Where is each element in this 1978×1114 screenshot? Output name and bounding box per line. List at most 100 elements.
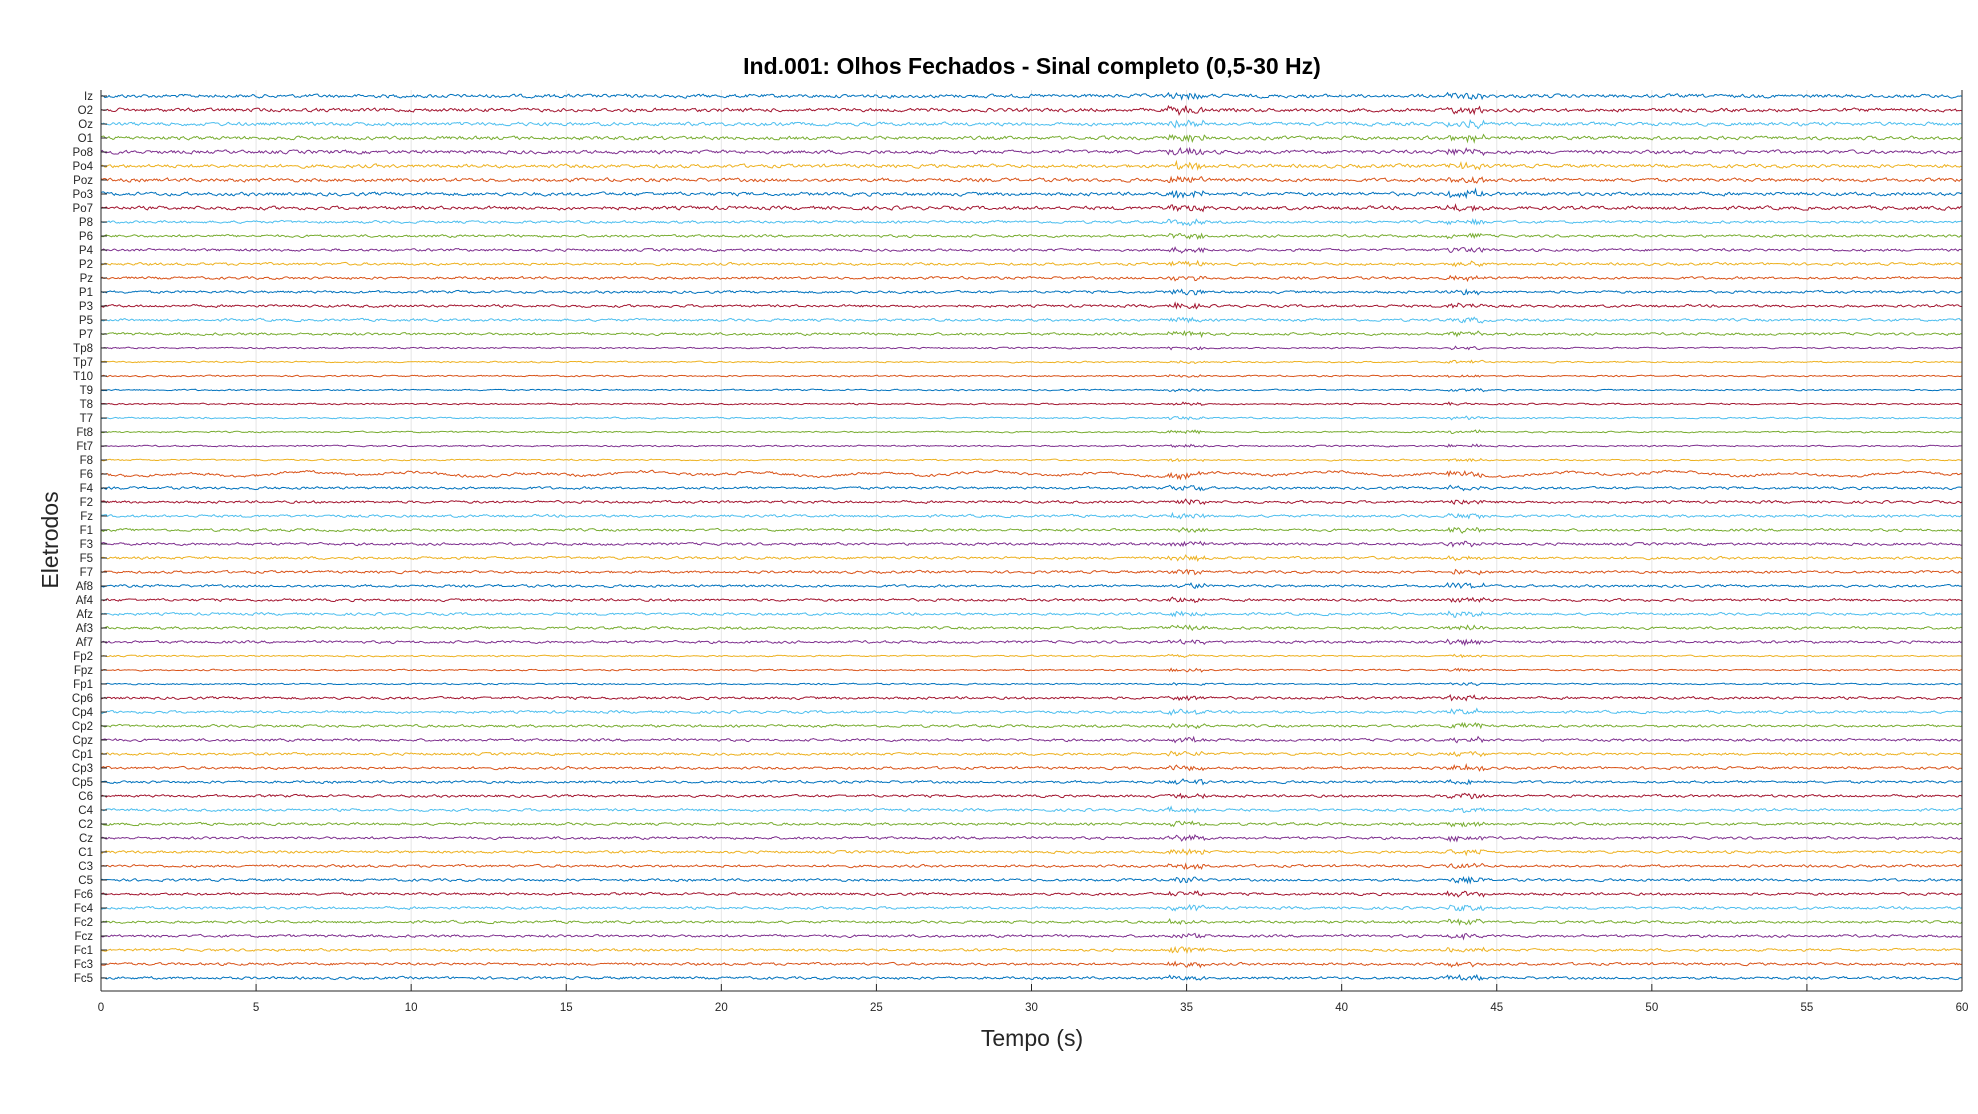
trace-Iz [100,91,1963,101]
trace-Po3 [100,187,1963,200]
trace-Fc1 [100,945,1963,955]
y-tick-C1: C1 [78,847,93,859]
trace-Fcz [100,932,1963,941]
y-tick-Fp2: Fp2 [73,651,93,663]
trace-Tp7 [100,359,1963,365]
y-tick-Ft7: Ft7 [76,441,93,453]
y-tick-Po3: Po3 [73,189,93,201]
trace-Fp1 [100,681,1963,687]
trace-F1 [100,526,1963,534]
y-tick-Cp6: Cp6 [72,693,93,705]
trace-P3 [100,301,1963,310]
y-axis-label: Eletrodos [37,491,63,588]
y-tick-P7: P7 [79,329,93,341]
trace-Cz [100,834,1963,843]
x-tick-30: 30 [1025,1002,1038,1014]
x-tick-45: 45 [1490,1002,1503,1014]
trace-C5 [100,875,1963,885]
axes [100,90,1963,992]
y-tick-F8: F8 [80,455,93,467]
y-tick-Afz: Afz [76,609,93,621]
trace-Ft8 [100,429,1963,435]
trace-Po7 [100,203,1963,213]
trace-Tp8 [100,345,1963,351]
trace-Af4 [100,596,1963,604]
y-tick-F6: F6 [80,469,93,481]
trace-T10 [100,374,1963,378]
y-tick-Cp2: Cp2 [72,721,93,733]
trace-Po8 [100,146,1963,157]
y-tick-P6: P6 [79,231,93,243]
trace-O2 [100,104,1963,116]
x-tick-35: 35 [1180,1002,1193,1014]
y-tick-labels: Iz O2 Oz O1 Po8 Po4 Poz Po3 Po7 P8 P6 P4 P2 Pz P1 P3 P5 P… [72,91,94,985]
x-tick-0: 0 [98,1002,104,1014]
x-tick-50: 50 [1645,1002,1658,1014]
y-tick-C5: C5 [78,875,93,887]
trace-Cp1 [100,750,1963,758]
y-tick-Poz: Poz [73,175,93,187]
trace-F3 [100,540,1963,548]
y-tick-P8: P8 [79,217,93,229]
y-tick-Cp5: Cp5 [72,777,93,789]
y-tick-Po8: Po8 [73,147,93,159]
y-tick-P1: P1 [79,287,93,299]
y-tick-P2: P2 [79,259,93,271]
y-tick-F7: F7 [80,567,93,579]
x-axis-label: Tempo (s) [981,1025,1083,1051]
trace-F7 [100,568,1963,576]
y-tick-O2: O2 [78,105,93,117]
trace-T7 [100,415,1963,421]
y-tick-P5: P5 [79,315,93,327]
y-tick-P3: P3 [79,301,93,313]
y-tick-F4: F4 [80,483,94,495]
x-tick-10: 10 [405,1002,418,1014]
trace-C6 [100,792,1963,800]
x-tick-15: 15 [560,1002,573,1014]
y-tick-Po4: Po4 [73,161,94,173]
y-tick-F5: F5 [80,553,93,565]
trace-Fc5 [100,973,1963,981]
y-tick-F1: F1 [80,525,93,537]
trace-O1 [100,133,1963,144]
y-tick-Fc3: Fc3 [74,959,93,971]
y-tick-C2: C2 [78,819,93,831]
x-tick-5: 5 [253,1002,259,1014]
trace-Fz [100,511,1963,520]
y-tick-Af3: Af3 [76,623,93,635]
y-tick-T7: T7 [80,413,93,425]
y-tick-Af8: Af8 [76,581,93,593]
trace-P2 [100,259,1963,268]
y-tick-T10: T10 [73,371,93,383]
trace-P4 [100,246,1963,254]
trace-Cp2 [100,721,1963,730]
y-tick-F3: F3 [80,539,93,551]
trace-Ft7 [100,443,1963,448]
trace-C2 [100,820,1963,828]
trace-Po4 [100,159,1963,171]
trace-T9 [100,388,1963,393]
trace-Fpz [100,667,1963,673]
y-tick-Cp4: Cp4 [72,707,94,719]
y-tick-T9: T9 [80,385,93,397]
trace-Fc2 [100,918,1963,926]
y-tick-F2: F2 [80,497,93,509]
trace-Cp5 [100,778,1963,786]
trace-F4 [100,484,1963,492]
eeg-traces [100,91,1963,981]
y-tick-Pz: Pz [80,273,94,285]
y-tick-Fpz: Fpz [74,665,93,677]
y-tick-C4: C4 [78,805,93,817]
x-tick-60: 60 [1956,1002,1969,1014]
grid-lines [100,90,1963,991]
trace-P7 [100,329,1963,339]
x-tick-labels: 0 5 10 15 20 25 30 35 40 45 50 55 60 [98,1002,1969,1014]
trace-Oz [100,118,1963,130]
y-tick-T8: T8 [80,399,93,411]
x-tick-25: 25 [870,1002,883,1014]
trace-P6 [100,232,1963,241]
y-tick-Fp1: Fp1 [73,679,93,691]
trace-Afz [100,610,1963,618]
trace-P5 [100,316,1963,324]
